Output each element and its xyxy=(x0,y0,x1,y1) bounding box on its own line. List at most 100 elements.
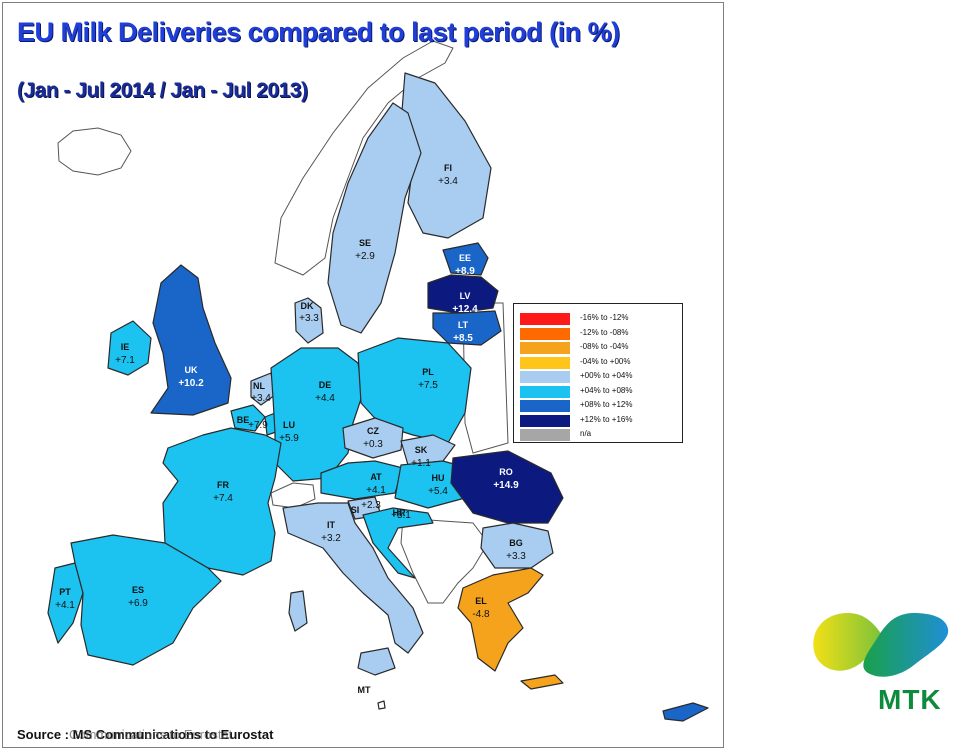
country-EL-crete xyxy=(520,674,564,690)
country-value-IE: +7.1 xyxy=(115,355,135,366)
norway-outline xyxy=(274,40,454,276)
legend-row: +12% to +16% xyxy=(520,414,678,427)
iceland-outline xyxy=(57,127,132,176)
country-code-PT: PT xyxy=(59,587,71,597)
country-labels: FI +3.4 SE +2.9 EE +8.9 LV +12.4 LT +8.5 DK +3.3 IE +… xyxy=(55,163,651,726)
map-title: EU Milk Deliveries compared to last peri… xyxy=(17,17,620,47)
country-IT-sicily xyxy=(357,647,396,676)
legend-label: -16% to -12% xyxy=(580,313,629,322)
country-DE xyxy=(270,347,364,482)
legend-label: -08% to -04% xyxy=(580,342,629,351)
country-value-BG: +3.3 xyxy=(506,551,526,562)
country-code-LT: LT xyxy=(458,320,469,330)
country-value-SI: +2.3 xyxy=(361,500,381,511)
country-value-LU: +5.9 xyxy=(279,433,299,444)
country-code-SE: SE xyxy=(359,238,371,248)
balkans-outline xyxy=(400,517,489,604)
legend-label: +04% to +08% xyxy=(580,385,633,395)
country-SK xyxy=(400,434,456,466)
country-value-RO: +14.9 xyxy=(493,480,519,491)
country-code-BE: BE xyxy=(237,415,250,425)
country-value-LV: +12.4 xyxy=(452,304,478,315)
legend-swatch xyxy=(520,400,570,412)
country-BE xyxy=(230,404,266,432)
country-code-DK: DK xyxy=(301,301,314,311)
legend: -16% to -12% -12% to -08% -08% to -04% -04%… xyxy=(513,303,683,443)
country-DK xyxy=(294,297,324,344)
country-code-FI: FI xyxy=(444,163,452,173)
country-code-NL: NL xyxy=(253,381,265,391)
legend-label: +00% to +04% xyxy=(580,371,633,380)
country-value-AT: +4.1 xyxy=(366,485,386,496)
country-code-IT: IT xyxy=(327,520,336,530)
mtk-logo-text: MTK xyxy=(878,684,942,715)
country-code-HR: HR xyxy=(393,508,406,518)
country-value-HR: +5.1 xyxy=(391,510,411,521)
country-RO xyxy=(450,450,564,524)
country-code-BG: BG xyxy=(509,538,523,548)
country-code-MT: MT xyxy=(358,685,371,695)
map-frame: FI +3.4 SE +2.9 EE +8.9 LV +12.4 LT +8.5 DK +3.3 IE +… xyxy=(2,2,724,748)
country-LV xyxy=(427,274,499,314)
country-value-LT: +8.5 xyxy=(453,333,473,344)
country-code-LU: LU xyxy=(283,420,295,430)
country-code-RO: RO xyxy=(499,467,513,477)
country-LT xyxy=(432,310,502,346)
country-value-DE: +4.4 xyxy=(315,393,335,404)
country-value-PT: +4.1 xyxy=(55,600,75,611)
legend-swatch xyxy=(520,429,570,441)
country-UK xyxy=(150,264,232,416)
legend-row: -12% to -08% xyxy=(520,327,678,340)
country-code-SK: SK xyxy=(415,445,428,455)
country-CY xyxy=(662,702,709,722)
legend-row: -08% to -04% xyxy=(520,341,678,354)
legend-swatch xyxy=(520,385,570,398)
legend-row: +00% to +04% xyxy=(520,370,678,383)
country-value-EE: +8.9 xyxy=(455,266,475,277)
legend-row: -04% to +00% xyxy=(520,356,678,369)
country-value-CY: +9.4 xyxy=(631,715,651,726)
country-value-SK: +1.1 xyxy=(411,458,431,469)
source-text: Source : MS Communications to Eurostat xyxy=(17,727,274,742)
legend-label: -12% to -08% xyxy=(580,327,629,337)
country-MT xyxy=(377,700,386,710)
country-value-PL: +7.5 xyxy=(418,380,438,391)
country-code-LV: LV xyxy=(460,291,471,301)
country-code-CY: CY xyxy=(635,693,648,703)
source-note: Source : MS Communications to Eurostat C… xyxy=(17,727,273,742)
country-code-DE: DE xyxy=(319,380,332,390)
legend-row: n/a xyxy=(520,428,678,441)
source-overlap-text: Communications to Eurostat xyxy=(69,727,233,742)
country-code-SI: SI xyxy=(351,505,360,515)
country-NL xyxy=(250,372,276,406)
country-value-BE: +7.9 xyxy=(248,420,268,431)
country-PL xyxy=(357,337,472,444)
legend-swatch xyxy=(520,342,570,354)
country-IT xyxy=(282,502,424,654)
legend-row: +04% to +08% xyxy=(520,385,678,398)
country-code-ES: ES xyxy=(132,585,144,595)
country-code-IE: IE xyxy=(121,342,130,352)
country-EE xyxy=(442,242,489,276)
legend-label: +12% to +16% xyxy=(580,414,633,424)
country-value-UK: +10.2 xyxy=(178,378,204,389)
legend-label: -04% to +00% xyxy=(580,356,631,366)
legend-swatch xyxy=(520,414,570,427)
legend-row: -16% to -12% xyxy=(520,312,678,325)
country-code-PL: PL xyxy=(422,367,434,377)
country-code-AT: AT xyxy=(370,472,382,482)
legend-swatch xyxy=(520,356,570,369)
country-code-EE: EE xyxy=(459,253,471,263)
country-BG xyxy=(480,522,554,569)
country-value-DK: +3.3 xyxy=(299,313,319,324)
country-value-SE: +2.9 xyxy=(355,251,375,262)
country-FR xyxy=(162,427,282,576)
country-IE xyxy=(107,320,152,376)
country-ES xyxy=(70,534,222,666)
country-code-EL: EL xyxy=(475,596,487,606)
legend-label: n/a xyxy=(580,429,592,438)
country-value-NL: +3.4 xyxy=(251,393,271,404)
country-code-UK: UK xyxy=(185,365,198,375)
country-code-CZ: CZ xyxy=(367,426,379,436)
legend-swatch xyxy=(520,313,570,325)
